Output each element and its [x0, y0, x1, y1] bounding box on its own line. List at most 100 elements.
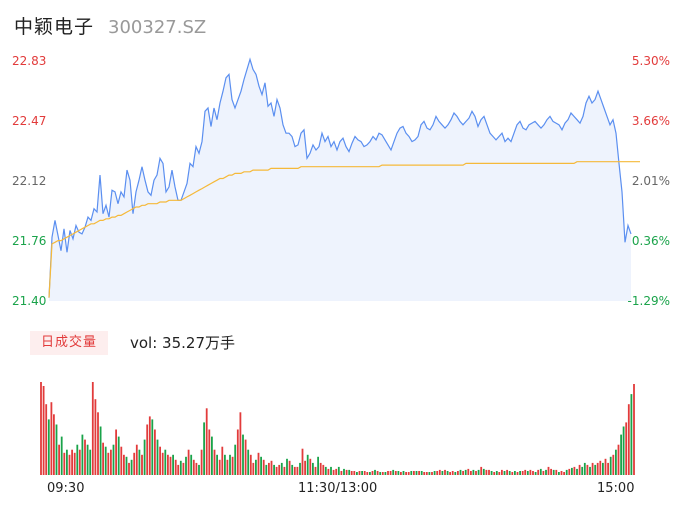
- volume-bar: [400, 472, 402, 475]
- volume-bar: [179, 460, 182, 475]
- volume-bar: [545, 469, 547, 475]
- volume-bar: [304, 460, 306, 475]
- volume-bar: [107, 452, 110, 475]
- volume-bar: [599, 460, 602, 475]
- volume-bar: [571, 467, 573, 475]
- pct-tick-label: 3.66%: [631, 114, 670, 128]
- volume-bar: [81, 434, 84, 475]
- volume-bar: [154, 429, 156, 475]
- volume-bar: [425, 472, 428, 475]
- volume-bar: [301, 448, 304, 475]
- volume-badge[interactable]: 日成交量: [30, 331, 108, 355]
- volume-bar: [534, 472, 537, 475]
- volume-bar: [216, 454, 218, 475]
- volume-bar: [148, 416, 151, 475]
- volume-bar: [407, 472, 410, 475]
- volume-bar: [617, 444, 620, 475]
- volume-bar: [594, 464, 597, 475]
- volume-bar: [498, 472, 501, 475]
- volume-bar: [374, 469, 376, 475]
- volume-bar: [394, 471, 397, 475]
- volume-bar: [213, 449, 216, 475]
- volume-bar: [71, 449, 73, 475]
- volume-bar: [169, 456, 172, 475]
- pct-tick-label: 0.36%: [631, 234, 670, 248]
- volume-bar: [490, 471, 493, 475]
- volume-bar: [482, 468, 485, 475]
- volume-bar: [299, 462, 301, 475]
- y-tick-label: 22.47: [12, 114, 47, 128]
- volume-bar: [73, 452, 76, 475]
- volume-bar: [620, 434, 622, 475]
- volume-bar: [242, 434, 244, 475]
- volume-bar: [53, 414, 55, 475]
- volume-bar: [208, 429, 211, 475]
- volume-bar: [573, 466, 576, 475]
- volume-bar: [317, 456, 319, 475]
- volume-bar: [622, 426, 625, 475]
- volume-bar: [433, 471, 436, 475]
- volume-bar: [495, 471, 498, 475]
- volume-bar: [182, 462, 185, 475]
- volume-bar: [369, 472, 371, 475]
- volume-bar: [371, 471, 374, 475]
- volume-bar: [576, 468, 578, 475]
- volume-bar: [521, 471, 524, 475]
- volume-bar: [345, 469, 348, 475]
- volume-bar: [428, 472, 431, 475]
- volume-bar: [239, 412, 242, 475]
- y-tick-label: 22.83: [12, 54, 47, 68]
- volume-bar: [319, 462, 322, 475]
- volume-bar: [312, 462, 314, 475]
- volume-bar: [413, 471, 415, 475]
- volume-bar: [547, 466, 550, 475]
- volume-bar: [475, 471, 477, 475]
- volume-bar: [537, 469, 540, 475]
- volume-bar: [125, 456, 128, 475]
- volume-bar: [340, 471, 343, 475]
- volume-bar: [117, 436, 120, 475]
- volume-bar: [257, 452, 260, 475]
- volume-bar: [358, 471, 361, 475]
- volume-bar: [55, 424, 58, 475]
- volume-bar: [187, 449, 190, 475]
- volume-bar: [343, 468, 345, 475]
- volume-bar: [283, 466, 286, 475]
- volume-bar: [172, 454, 174, 475]
- volume-bar: [560, 471, 563, 475]
- volume-bar: [286, 458, 288, 475]
- volume-bar: [262, 459, 265, 475]
- volume-bar: [84, 439, 86, 475]
- volume-bar: [581, 466, 584, 475]
- volume-bar: [167, 454, 169, 475]
- volume-bar: [436, 471, 439, 475]
- volume-bar: [255, 459, 257, 475]
- volume-bar: [392, 469, 395, 475]
- volume-bar: [410, 471, 413, 475]
- volume-bar: [200, 449, 203, 475]
- volume-bar: [112, 444, 115, 475]
- volume-bar: [143, 439, 146, 475]
- volume-bar: [449, 472, 451, 475]
- volume-bar: [293, 466, 296, 475]
- volume-bar: [604, 458, 607, 475]
- volume-bar: [306, 454, 309, 475]
- volume-bar: [464, 469, 467, 475]
- volume-bar: [203, 422, 205, 475]
- volume-bar: [91, 382, 94, 475]
- volume-bar: [431, 472, 433, 475]
- volume-bar: [363, 471, 366, 475]
- volume-bar: [501, 469, 503, 475]
- volume-bar: [234, 444, 237, 475]
- volume-bar: [205, 408, 208, 475]
- volume-bar: [423, 472, 426, 475]
- volume-bar: [503, 471, 506, 475]
- volume-bar: [451, 471, 454, 475]
- volume-bar: [550, 468, 552, 475]
- volume-bar: [42, 386, 45, 475]
- volume-bar: [252, 462, 255, 475]
- volume-bar: [236, 429, 239, 475]
- volume-bar: [265, 464, 268, 475]
- volume-bar: [558, 472, 560, 475]
